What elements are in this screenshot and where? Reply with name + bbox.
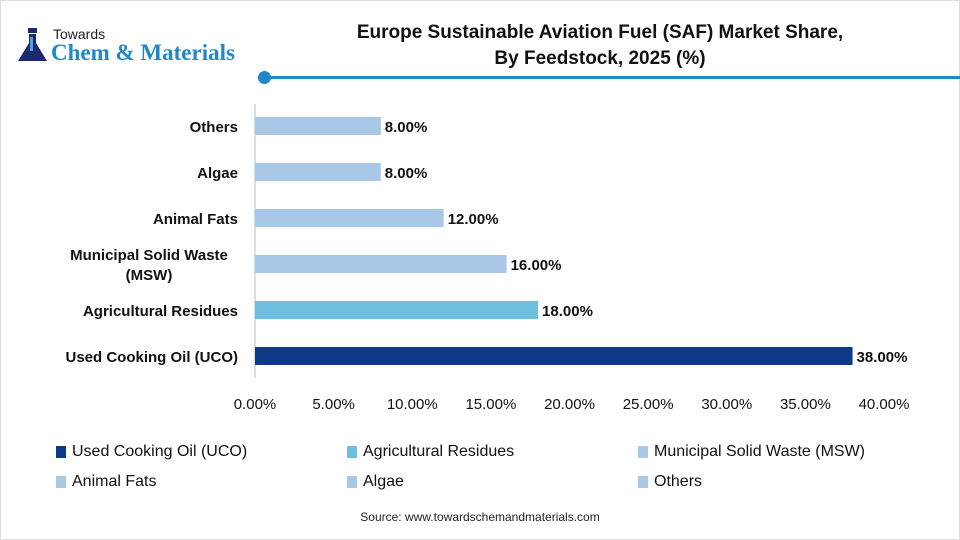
legend-swatch <box>638 446 648 458</box>
legend-item: Used Cooking Oil (UCO) <box>56 443 247 461</box>
legend-label: Animal Fats <box>72 473 157 490</box>
x-tick-label: 15.00% <box>465 396 516 413</box>
bar-4 <box>255 163 381 181</box>
legend-item: Agricultural Residues <box>347 443 514 461</box>
x-tick-label: 0.00% <box>234 396 277 413</box>
chart-title: Europe Sustainable Aviation Fuel (SAF) M… <box>300 20 900 72</box>
data-label-4: 8.00% <box>385 165 428 182</box>
data-label-2: 16.00% <box>511 257 562 274</box>
legend-swatch <box>347 446 357 458</box>
category-label-3: Animal Fats <box>153 211 238 228</box>
bar-5 <box>255 117 381 135</box>
flask-icon <box>18 28 47 61</box>
x-tick-label: 20.00% <box>544 396 595 413</box>
title-line-2: By Feedstock, 2025 (%) <box>494 48 706 69</box>
bar-2 <box>255 255 507 273</box>
legend-swatch <box>638 476 648 488</box>
x-tick-label: 40.00% <box>859 396 910 413</box>
category-label-2: (MSW) <box>126 267 173 284</box>
legend-swatch <box>56 446 66 458</box>
source-note: Source: www.towardschemandmaterials.com <box>360 510 600 524</box>
legend-label: Used Cooking Oil (UCO) <box>72 443 248 460</box>
x-tick-label: 35.00% <box>780 396 831 413</box>
logo-line2: Chem & Materials <box>51 40 235 65</box>
legend-item: Animal Fats <box>56 473 156 491</box>
logo-line1: Towards <box>53 26 106 42</box>
x-tick-label: 10.00% <box>387 396 438 413</box>
legend-label: Municipal Solid Waste (MSW) <box>654 443 866 460</box>
category-label-2: Municipal Solid Waste <box>70 247 228 264</box>
title-rule-dot <box>258 71 271 84</box>
data-label-5: 8.00% <box>385 119 428 136</box>
data-label-1: 18.00% <box>542 303 593 320</box>
bar-chart: 38.00% Used Cooking Oil (UCO) 18.00% Agricu… <box>66 104 910 413</box>
category-label-1: Agricultural Residues <box>83 303 238 320</box>
bar-1 <box>255 301 539 319</box>
x-tick-label: 5.00% <box>312 396 355 413</box>
data-label-3: 12.00% <box>448 211 499 228</box>
x-tick-label: 25.00% <box>623 396 674 413</box>
legend-swatch <box>56 476 66 488</box>
legend-item: Others <box>638 473 702 491</box>
legend-label: Algae <box>363 473 404 490</box>
legend-item: Municipal Solid Waste (MSW) <box>638 443 865 461</box>
title-line-1: Europe Sustainable Aviation Fuel (SAF) M… <box>356 22 844 43</box>
data-label-0: 38.00% <box>857 349 908 366</box>
category-label-5: Others <box>190 119 238 136</box>
legend-label: Others <box>654 473 703 490</box>
legend-swatch <box>347 476 357 488</box>
legend-label: Agricultural Residues <box>363 443 515 460</box>
title-rule <box>265 76 960 79</box>
bar-0 <box>255 347 853 365</box>
category-label-4: Algae <box>197 165 238 182</box>
legend-item: Algae <box>347 473 404 491</box>
bar-3 <box>255 209 444 227</box>
category-label-0: Used Cooking Oil (UCO) <box>66 349 239 366</box>
x-tick-label: 30.00% <box>701 396 752 413</box>
